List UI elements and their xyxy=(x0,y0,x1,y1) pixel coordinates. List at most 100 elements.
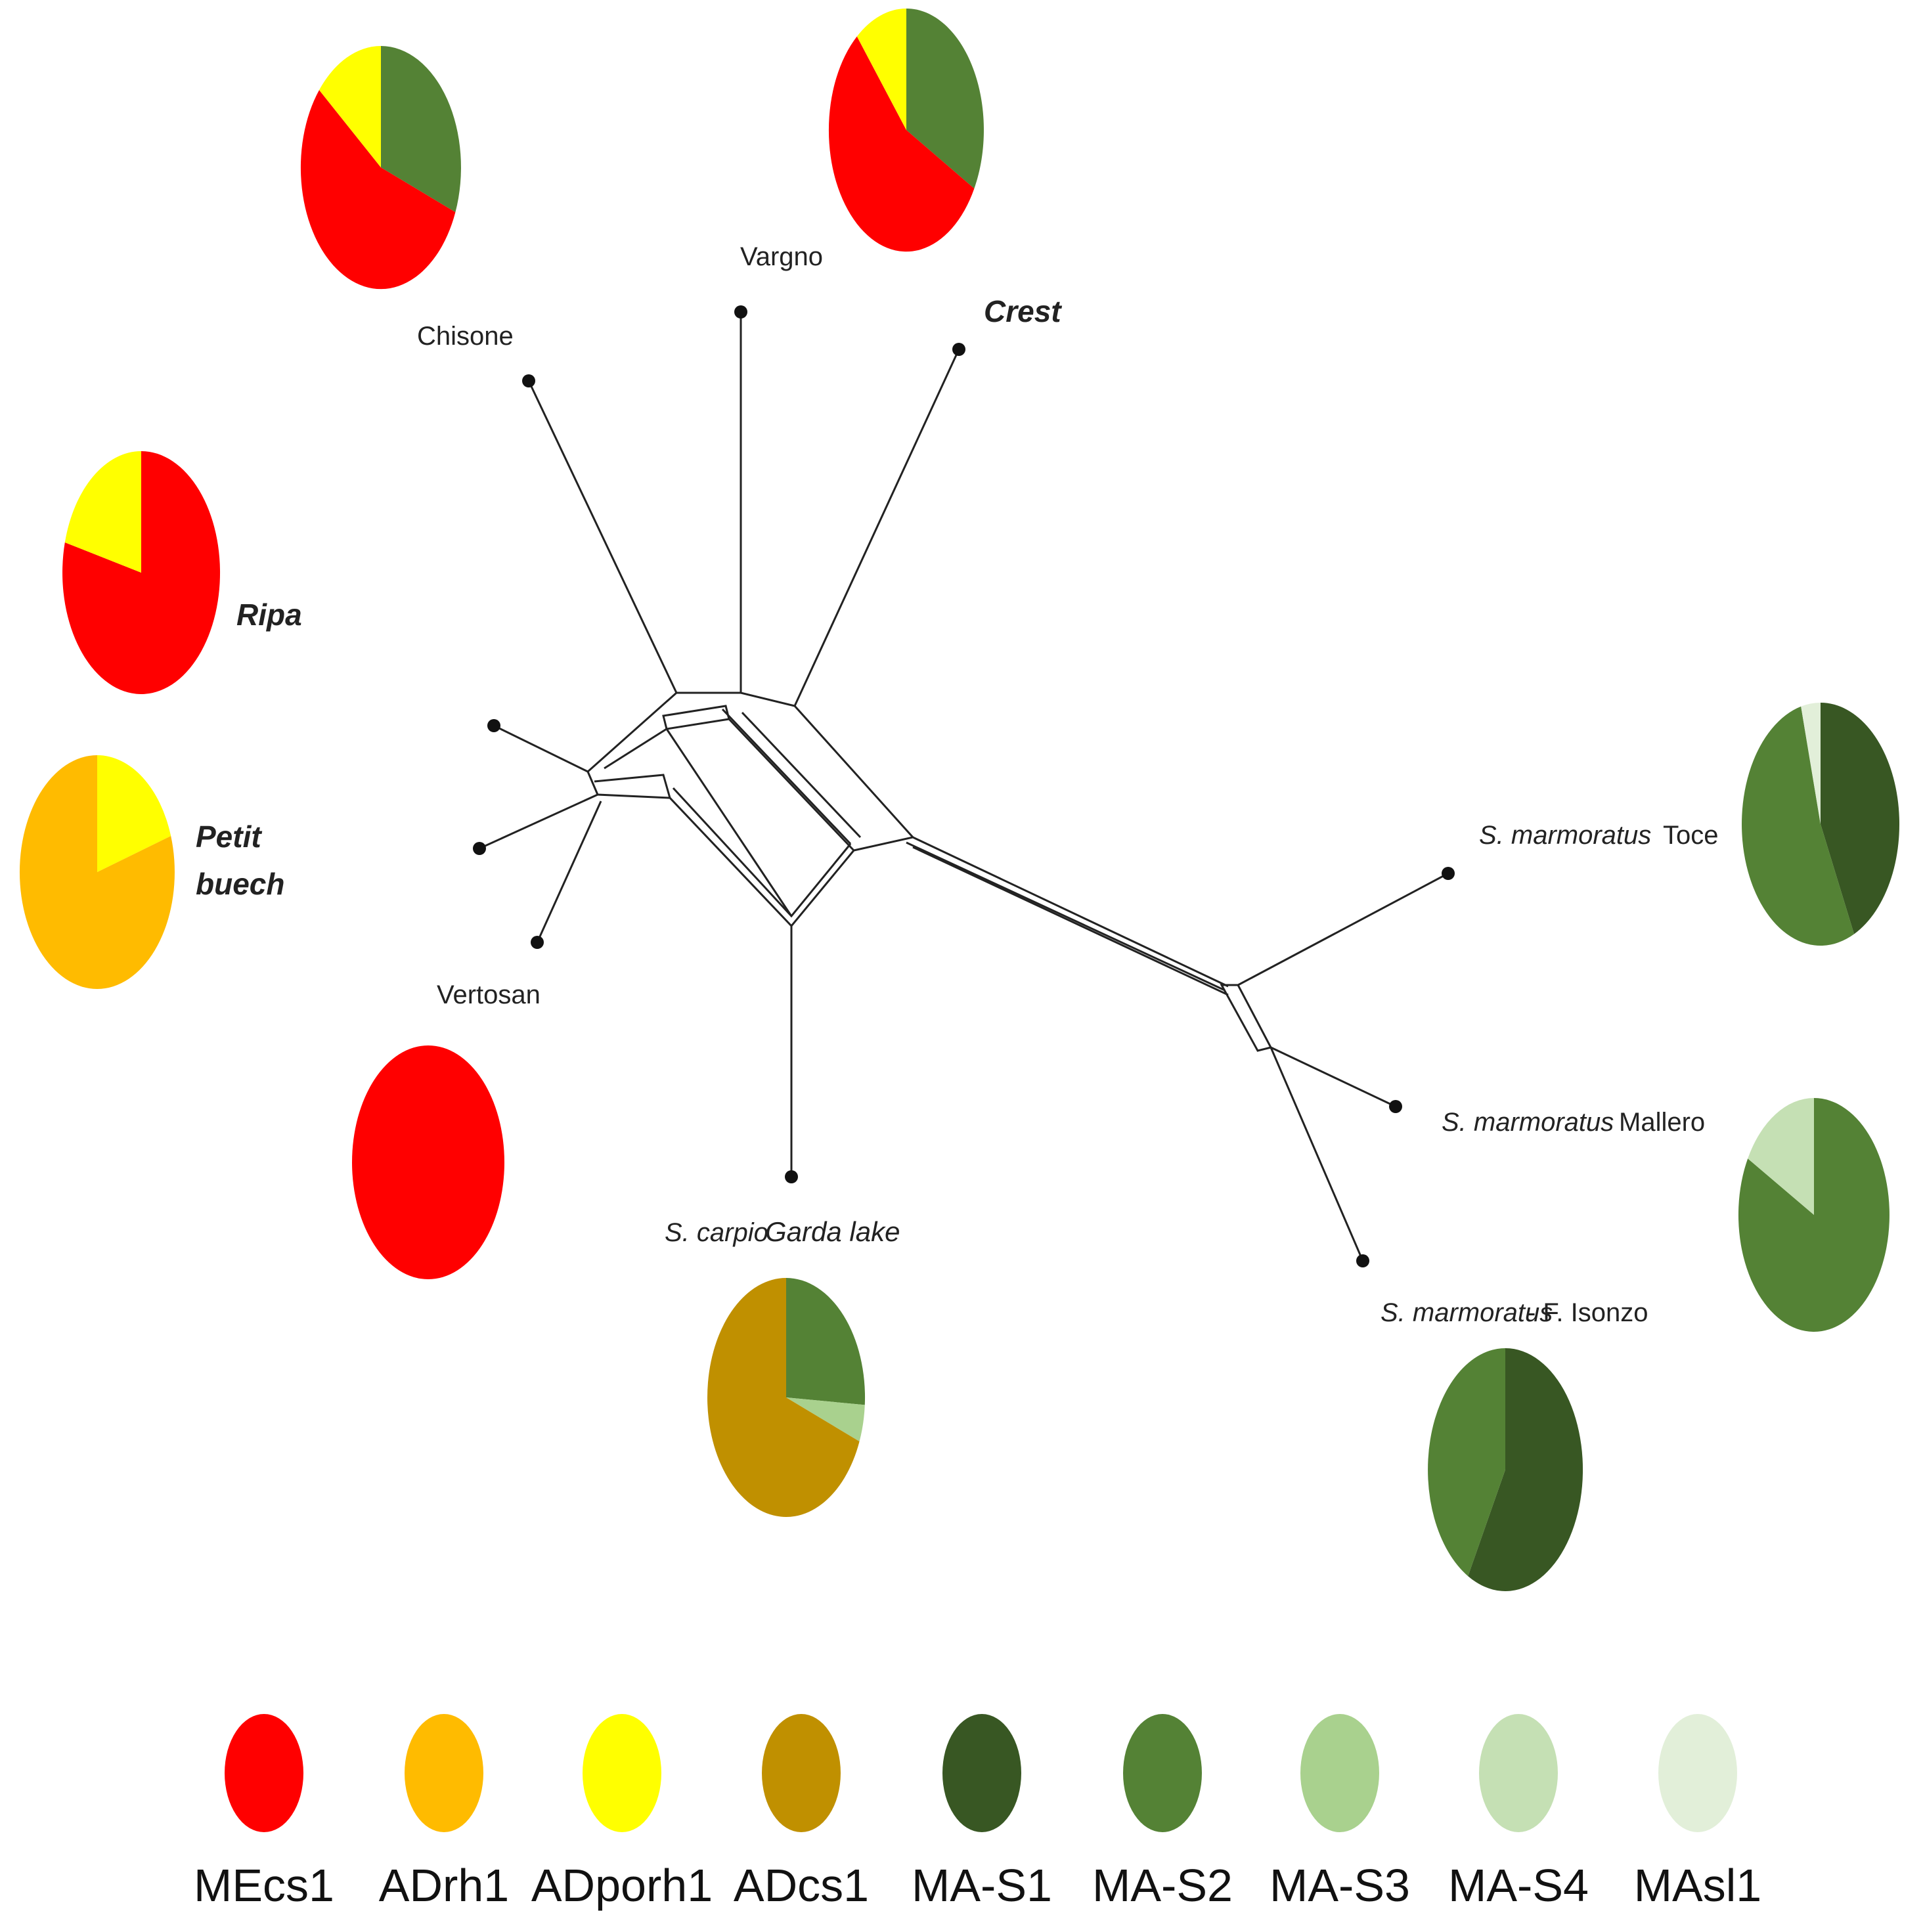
long-edge-a xyxy=(912,836,1229,988)
legend-swatch-ma-s1 xyxy=(942,1714,1021,1832)
legend-item-masl1: MAsl1 xyxy=(1634,1714,1761,1911)
pie-crest-slice-ma-s2 xyxy=(906,9,984,189)
legend-item-ma-s2: MA-S2 xyxy=(1092,1714,1233,1911)
pie-garda-lake-slice-adcs1 xyxy=(707,1278,860,1518)
marmoratus-box xyxy=(1220,984,1273,1052)
node-isonzo xyxy=(1356,1254,1369,1267)
haplotype-legend: MEcs1 ADrh1 ADporh1 ADcs1 MA-S1 MA-S2 MA-S3 MA-… xyxy=(194,1714,1761,1911)
label-toce: Toce xyxy=(1663,821,1719,850)
label-chisone: Chisone xyxy=(417,322,514,351)
pie-ripa xyxy=(62,451,221,695)
legend-label-adrh1: ADrh1 xyxy=(379,1860,509,1911)
pie-vertosan-slice-mecs1 xyxy=(352,1045,504,1279)
node-toce xyxy=(1442,867,1455,880)
pie-garda-lake-slice-ma-s3 xyxy=(786,1397,865,1441)
pie-chisone-slice-ma-s2 xyxy=(381,46,461,213)
pie-vertosan xyxy=(352,1045,504,1279)
reticulation-inner-8 xyxy=(604,728,667,770)
pie-isonzo-slice-ma-s1 xyxy=(1468,1348,1583,1591)
label-s-marmoratus-toce: S. marmoratus xyxy=(1479,821,1651,850)
branch-toce xyxy=(1237,872,1449,986)
pie-garda-lake xyxy=(707,1278,866,1518)
reticulation-inner-3 xyxy=(721,708,852,845)
pie-mallero-slice-ma-s2 xyxy=(1738,1098,1890,1332)
pie-chisone xyxy=(300,46,461,290)
legend-item-adporh1: ADporh1 xyxy=(531,1714,713,1911)
node-vertosan xyxy=(531,936,544,949)
label-buech: buech xyxy=(196,867,284,901)
branch-left-2 xyxy=(479,793,598,850)
legend-label-ma-s4: MA-S4 xyxy=(1448,1860,1589,1911)
long-edge-c xyxy=(906,841,1226,992)
site-labels: Chisone Vargno Crest Ripa Petit buech Ve… xyxy=(196,242,1719,1327)
legend-item-adrh1: ADrh1 xyxy=(379,1714,509,1911)
branch-crest xyxy=(793,349,960,707)
legend-swatch-adcs1 xyxy=(762,1714,841,1832)
pie-mallero-slice-ma-s4 xyxy=(1748,1098,1814,1215)
pie-petit-buech-slice-adrh1 xyxy=(19,755,175,989)
legend-label-mecs1: MEcs1 xyxy=(194,1860,334,1911)
legend-label-adcs1: ADcs1 xyxy=(734,1860,869,1911)
label-vertosan: Vertosan xyxy=(437,980,541,1009)
label-garda-lake: Garda lake xyxy=(765,1216,900,1247)
pie-petit-buech-slice-adporh1 xyxy=(97,755,171,872)
pie-toce-slice-ma-s1 xyxy=(1821,703,1900,934)
pie-ripa-slice-mecs1 xyxy=(62,451,221,695)
legend-swatch-ma-s3 xyxy=(1300,1714,1379,1832)
legend-swatch-adporh1 xyxy=(583,1714,661,1832)
legend-label-ma-s2: MA-S2 xyxy=(1092,1860,1233,1911)
branch-isonzo xyxy=(1270,1047,1364,1262)
pie-toce xyxy=(1742,703,1900,946)
label-s-marmoratus-mallero: S. marmoratus xyxy=(1442,1108,1614,1137)
label-mallero: Mallero xyxy=(1619,1108,1705,1137)
pie-charts xyxy=(19,9,1900,1591)
reticulation-inner-1 xyxy=(662,705,730,730)
label-isonzo: - F. Isonzo xyxy=(1527,1298,1648,1327)
reticulation-upper xyxy=(586,692,915,928)
legend-swatch-mecs1 xyxy=(225,1714,303,1832)
node-chisone xyxy=(522,374,535,387)
legend-swatch-masl1 xyxy=(1658,1714,1737,1832)
legend-swatch-adrh1 xyxy=(405,1714,483,1832)
reticulation-inner-2 xyxy=(728,718,855,852)
pie-mallero xyxy=(1738,1098,1890,1332)
legend-item-adcs1: ADcs1 xyxy=(734,1714,869,1911)
label-ripa: Ripa xyxy=(236,598,302,632)
pie-toce-slice-masl1 xyxy=(1801,703,1821,824)
split-network xyxy=(473,305,1455,1267)
node-mallero xyxy=(1389,1100,1402,1113)
branch-mallero xyxy=(1270,1046,1396,1108)
legend-label-ma-s1: MA-S1 xyxy=(912,1860,1052,1911)
pie-crest-slice-adporh1 xyxy=(856,9,906,130)
node-vargno xyxy=(734,305,747,318)
long-edge-b xyxy=(912,846,1229,996)
legend-item-ma-s3: MA-S3 xyxy=(1270,1714,1410,1911)
legend-swatch-ma-s2 xyxy=(1123,1714,1202,1832)
branch-left-1 xyxy=(493,724,588,773)
branch-chisone xyxy=(527,380,678,693)
label-crest: Crest xyxy=(984,294,1062,328)
pie-chisone-slice-mecs1 xyxy=(300,90,456,290)
node-crest xyxy=(952,343,965,356)
label-vargno: Vargno xyxy=(740,242,823,271)
pie-toce-slice-ma-s2 xyxy=(1742,706,1855,946)
legend-item-ma-s1: MA-S1 xyxy=(912,1714,1052,1911)
legend-item-mecs1: MEcs1 xyxy=(194,1714,334,1911)
label-s-carpio: S. carpio xyxy=(665,1218,768,1247)
pie-chisone-slice-adporh1 xyxy=(319,46,381,167)
label-petit: Petit xyxy=(196,820,262,854)
legend-item-ma-s4: MA-S4 xyxy=(1448,1714,1589,1911)
node-garda-lake xyxy=(785,1170,798,1183)
pie-isonzo xyxy=(1428,1348,1583,1591)
branch-vertosan xyxy=(536,801,602,943)
node-left-2 xyxy=(473,842,486,855)
pie-crest-slice-mecs1 xyxy=(828,36,975,252)
reticulation-inner-4 xyxy=(741,711,862,839)
legend-swatch-ma-s4 xyxy=(1479,1714,1558,1832)
legend-label-adporh1: ADporh1 xyxy=(531,1860,713,1911)
legend-label-ma-s3: MA-S3 xyxy=(1270,1860,1410,1911)
label-s-marmoratus-isonzo: S. marmoratus xyxy=(1381,1298,1553,1327)
node-left-1 xyxy=(487,719,500,732)
pie-petit-buech xyxy=(19,755,175,989)
